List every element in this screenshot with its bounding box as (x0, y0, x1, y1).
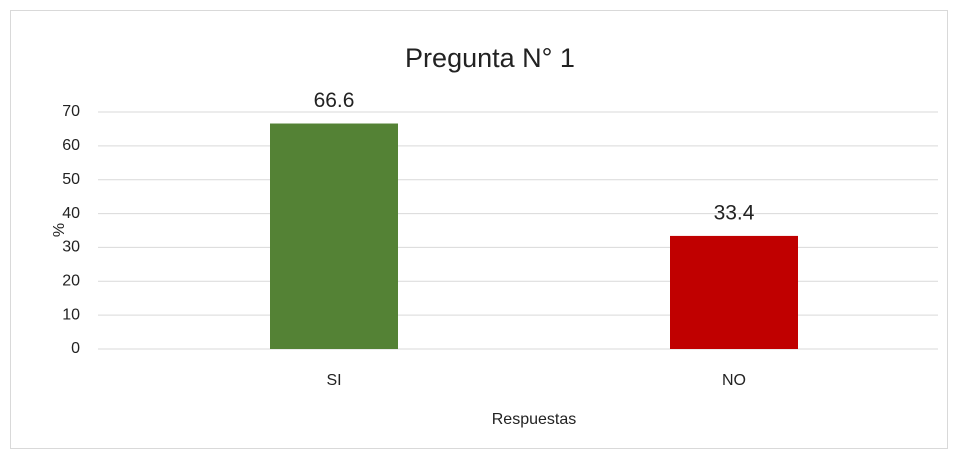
y-tick-label: 0 (71, 340, 80, 357)
chart-title: Pregunta N° 1 (405, 43, 575, 73)
bar (270, 123, 398, 349)
y-tick-label: 20 (62, 273, 80, 290)
y-tick-label: 50 (62, 171, 80, 188)
y-axis-label: % (51, 223, 68, 237)
x-tick-label: NO (722, 372, 746, 389)
x-tick-label: SI (326, 372, 341, 389)
y-tick-label: 30 (62, 239, 80, 256)
y-tick-label: 70 (62, 103, 80, 120)
y-tick-label: 40 (62, 205, 80, 222)
data-label: 33.4 (714, 201, 755, 224)
chart-border (10, 10, 948, 449)
y-tick-label: 10 (62, 306, 80, 323)
x-axis-label: Respuestas (492, 411, 577, 428)
data-label: 66.6 (314, 89, 355, 112)
y-tick-label: 60 (62, 137, 80, 154)
bar (670, 235, 798, 349)
